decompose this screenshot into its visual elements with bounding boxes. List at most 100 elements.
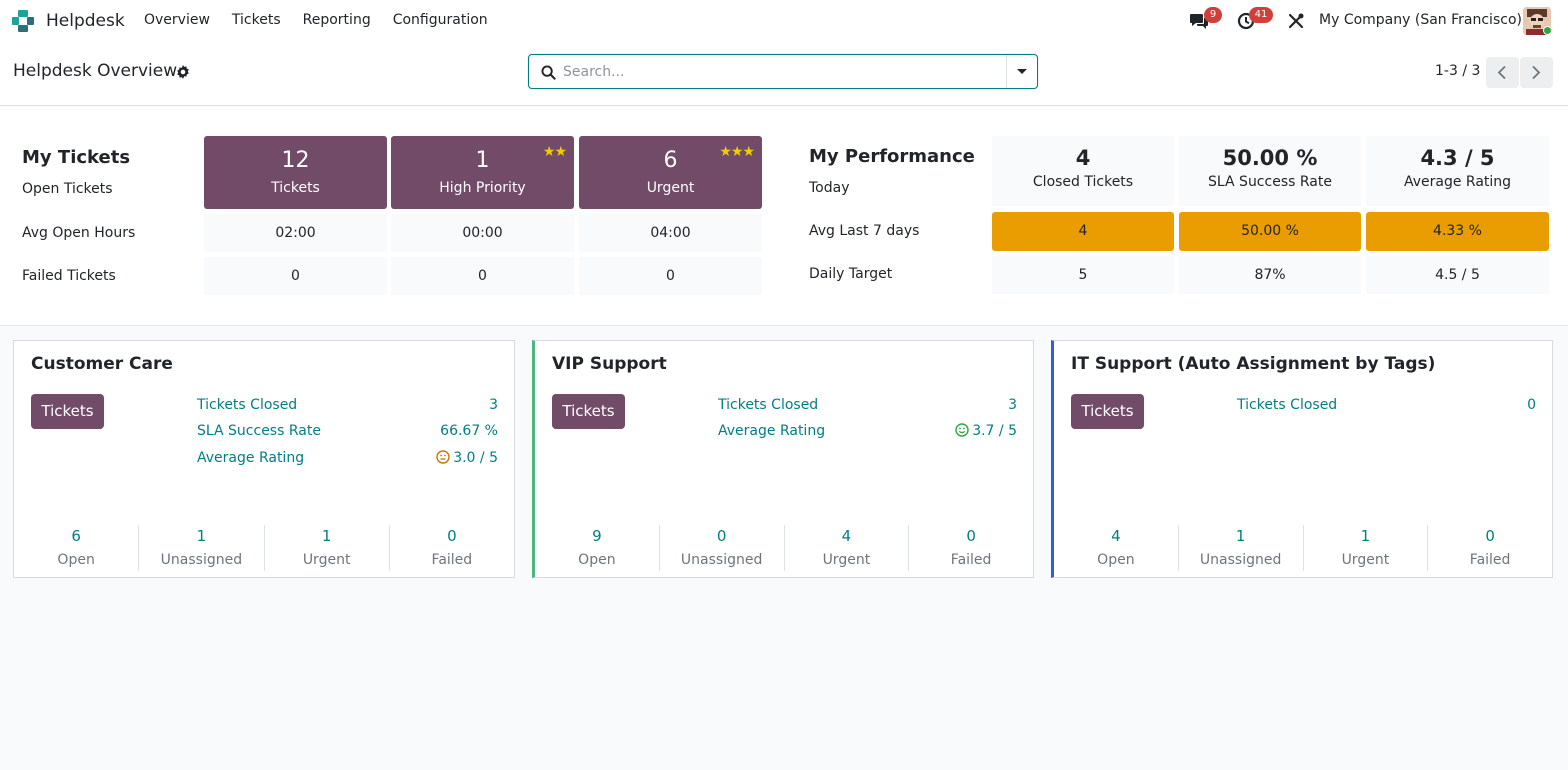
counter-value: 0 [966, 527, 976, 545]
my-tickets-tile[interactable]: 12 Tickets [204, 136, 387, 209]
company-switcher[interactable]: My Company (San Francisco) [1319, 12, 1522, 28]
search-bar [528, 54, 1038, 89]
menu-reporting[interactable]: Reporting [302, 12, 371, 28]
today-sla-success-rate: 50.00 % SLA Success Rate [1179, 136, 1361, 206]
pager-previous-button[interactable] [1486, 57, 1519, 88]
open-tickets-label: Open Tickets [22, 181, 113, 197]
metric-label[interactable]: Tickets Closed [197, 397, 298, 413]
metric-value[interactable]: 0 [1527, 397, 1536, 413]
counter-value: 1 [321, 527, 332, 545]
happy-face-icon [955, 423, 969, 437]
control-panel: Helpdesk Overview 1-3 / 3 [0, 42, 1568, 106]
main-menu: Overview Tickets Reporting Configuration [144, 12, 510, 28]
perf-label: Closed Tickets [1032, 174, 1134, 190]
team-counters: 6 Open 1 Unassigned 1 Urgent 0 Failed [14, 525, 514, 571]
team-tickets-button[interactable]: Tickets [31, 394, 104, 429]
counter-value: 0 [1485, 527, 1495, 545]
gear-icon[interactable] [176, 65, 190, 79]
avg-open-hours-tickets: 02:00 [204, 214, 387, 252]
daily-target-average-rating[interactable]: 4.5 / 5 [1366, 256, 1549, 294]
counter-urgent[interactable]: 1 Urgent [1302, 525, 1428, 571]
avg-7-days-average-rating: 4.33 % [1366, 212, 1549, 251]
metric-value[interactable]: 3 [1008, 397, 1017, 413]
counter-failed[interactable]: 0 Failed [908, 525, 1033, 571]
counter-open[interactable]: 9 Open [535, 525, 659, 571]
counter-urgent[interactable]: 4 Urgent [783, 525, 909, 571]
tile-value: 12 [281, 148, 310, 173]
team-name[interactable]: VIP Support [552, 354, 667, 374]
metric-value-with-rating[interactable]: 3.7 / 5 [955, 423, 1017, 439]
pager-value[interactable]: 1-3 / 3 [1435, 63, 1481, 79]
menu-configuration[interactable]: Configuration [392, 12, 488, 28]
metric-label[interactable]: Average Rating [197, 450, 305, 466]
team-name[interactable]: IT Support (Auto Assignment by Tags) [1071, 354, 1436, 374]
counter-label: Failed [1469, 552, 1511, 568]
failed-tickets-urgent: 0 [579, 257, 762, 295]
counter-label: Unassigned [160, 552, 243, 568]
chevron-left-icon [1497, 65, 1506, 80]
urgent-tile[interactable]: ★★★ 6 Urgent [579, 136, 762, 209]
neutral-face-icon [436, 450, 450, 464]
metric-value-with-rating[interactable]: 3.0 / 5 [436, 450, 498, 466]
pager-next-button[interactable] [1520, 57, 1553, 88]
metric-label[interactable]: SLA Success Rate [197, 423, 321, 439]
search-options-toggle[interactable] [1006, 55, 1037, 88]
counter-failed[interactable]: 0 Failed [1427, 525, 1552, 571]
counter-value: 6 [71, 527, 81, 545]
counter-failed[interactable]: 0 Failed [388, 525, 514, 571]
counter-value: 0 [447, 527, 457, 545]
counter-unassigned[interactable]: 1 Unassigned [138, 525, 263, 571]
avg-last-7-days-label: Avg Last 7 days [809, 223, 920, 239]
perf-value: 50.00 % [1222, 146, 1318, 170]
metric-value[interactable]: 3 [489, 397, 498, 413]
counter-value: 1 [1360, 527, 1371, 545]
avg-open-hours-urgent: 04:00 [579, 214, 762, 252]
counter-unassigned[interactable]: 0 Unassigned [658, 525, 784, 571]
team-card-vip-support: VIP Support Tickets Tickets Closed 3 Ave… [532, 340, 1034, 578]
counter-label: Open [57, 552, 95, 568]
tile-value: 1 [475, 148, 490, 173]
counter-label: Unassigned [680, 552, 763, 568]
avg-7-days-sla-success-rate: 50.00 % [1179, 212, 1361, 251]
chat-icon[interactable] [1189, 12, 1209, 30]
counter-value: 1 [1235, 527, 1246, 545]
team-name[interactable]: Customer Care [31, 354, 173, 374]
helpdesk-app-icon[interactable] [11, 9, 35, 33]
perf-value: 4.3 / 5 [1420, 146, 1495, 170]
metric-label[interactable]: Tickets Closed [718, 397, 819, 413]
counter-unassigned[interactable]: 1 Unassigned [1177, 525, 1303, 571]
menu-overview[interactable]: Overview [144, 12, 210, 28]
counter-value: 4 [1111, 527, 1121, 545]
counter-open[interactable]: 4 Open [1054, 525, 1178, 571]
priority-stars-icon: ★★★ [719, 144, 755, 160]
metric-label[interactable]: Tickets Closed [1237, 397, 1338, 413]
failed-tickets-high-priority: 0 [391, 257, 574, 295]
avg-open-hours-label: Avg Open Hours [22, 225, 136, 241]
daily-target-closed-tickets[interactable]: 5 [992, 256, 1174, 294]
metric-value[interactable]: 66.67 % [440, 423, 498, 439]
menu-tickets[interactable]: Tickets [231, 12, 281, 28]
user-avatar[interactable] [1523, 7, 1551, 35]
high-priority-tile[interactable]: ★★ 1 High Priority [391, 136, 574, 209]
tile-value: 6 [663, 148, 678, 173]
daily-target-label: Daily Target [809, 266, 893, 282]
tile-label: Urgent [646, 180, 695, 196]
counter-label: Failed [431, 552, 473, 568]
counter-urgent[interactable]: 1 Urgent [263, 525, 389, 571]
team-card-customer-care: Customer Care Tickets Tickets Closed 3 S… [13, 340, 515, 578]
failed-tickets-tickets: 0 [204, 257, 387, 295]
metric-label[interactable]: Average Rating [718, 423, 826, 439]
team-tickets-button[interactable]: Tickets [1071, 394, 1144, 429]
daily-target-sla-success-rate[interactable]: 87% [1179, 256, 1361, 294]
app-name[interactable]: Helpdesk [46, 11, 125, 31]
team-tickets-button[interactable]: Tickets [552, 394, 625, 429]
counter-value: 0 [716, 527, 727, 545]
my-performance-heading: My Performance [809, 146, 975, 167]
counter-value: 1 [196, 527, 207, 545]
search-input[interactable] [563, 60, 993, 84]
counter-open[interactable]: 6 Open [14, 525, 138, 571]
debug-tools-icon[interactable] [1287, 12, 1305, 30]
stats-panel: My Tickets Open Tickets Avg Open Hours F… [0, 107, 1568, 326]
my-tickets-heading: My Tickets [22, 147, 131, 168]
perf-label: SLA Success Rate [1208, 174, 1332, 190]
